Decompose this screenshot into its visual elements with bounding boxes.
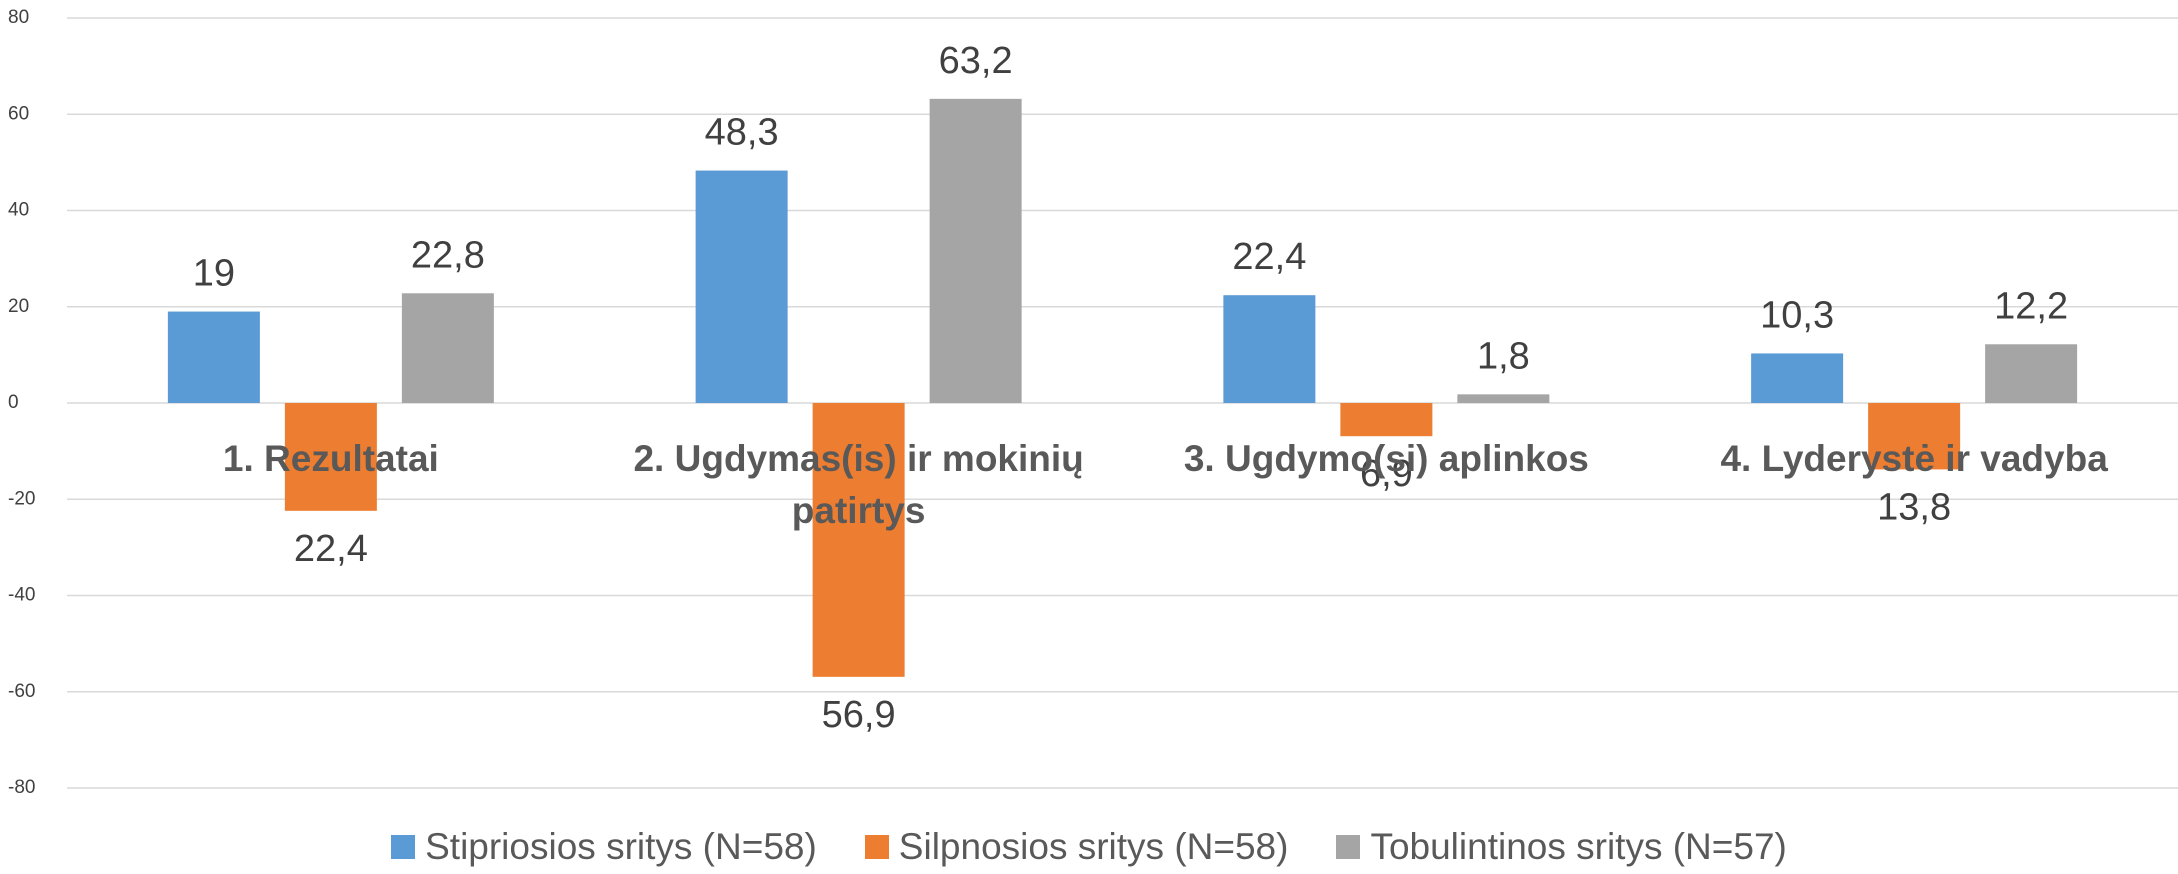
bar — [167, 311, 260, 403]
bar — [1868, 403, 1961, 470]
legend-swatch — [391, 835, 416, 859]
y-tick-label: -20 — [8, 488, 35, 509]
value-label: 12,2 — [1994, 285, 2068, 327]
bar — [1340, 403, 1433, 437]
legend-label: Silpnosios sritys (N=58) — [898, 826, 1289, 867]
bar — [1223, 295, 1316, 403]
legend-label: Stipriosios sritys (N=58) — [425, 826, 817, 867]
bar — [929, 98, 1022, 403]
bar — [401, 293, 494, 403]
bar — [1751, 353, 1844, 403]
legend-item: Tobulintinos sritys (N=57) — [1336, 826, 1787, 868]
x-tick-label: 4. Lyderystė ir vadyba — [1720, 438, 2108, 479]
y-tick-label: 80 — [8, 7, 29, 28]
bar — [1457, 394, 1550, 403]
legend-item: Stipriosios sritys (N=58) — [391, 826, 817, 868]
value-label: 22,4 — [294, 528, 368, 570]
bar — [812, 403, 905, 677]
bar — [695, 170, 788, 403]
bar — [284, 403, 377, 511]
y-tick-label: 0 — [8, 392, 19, 413]
y-tick-label: 60 — [8, 103, 29, 124]
bar — [1985, 344, 2078, 403]
x-tick-label: 3. Ugdymo(si) aplinkos — [1183, 438, 1589, 479]
legend: Stipriosios sritys (N=58) Silpnosios srit… — [0, 826, 2178, 868]
value-label: 22,8 — [411, 234, 485, 276]
value-label: 10,3 — [1760, 294, 1834, 336]
value-label: 1,8 — [1477, 335, 1530, 377]
x-tick-label: 1. Rezultatai — [222, 438, 439, 479]
value-label: 6,9 — [1360, 453, 1413, 495]
y-tick-label: -40 — [8, 585, 35, 606]
value-label: 19 — [193, 253, 235, 295]
y-tick-label: -80 — [8, 777, 35, 798]
value-label: 22,4 — [1232, 236, 1306, 278]
y-tick-label: -60 — [8, 681, 35, 702]
value-label: 63,2 — [939, 40, 1013, 82]
legend-label: Tobulintinos sritys (N=57) — [1370, 826, 1787, 867]
value-label: 48,3 — [705, 112, 779, 154]
x-tick-label: 2. Ugdymas(is) ir mokinių patirtys — [633, 438, 1084, 531]
legend-swatch — [1336, 835, 1361, 859]
value-label: 56,9 — [822, 694, 896, 736]
legend-item: Silpnosios sritys (N=58) — [864, 826, 1289, 868]
legend-swatch — [864, 835, 889, 859]
y-tick-label: 20 — [8, 296, 29, 317]
value-label: 13,8 — [1877, 486, 1951, 528]
y-tick-label: 40 — [8, 200, 29, 221]
